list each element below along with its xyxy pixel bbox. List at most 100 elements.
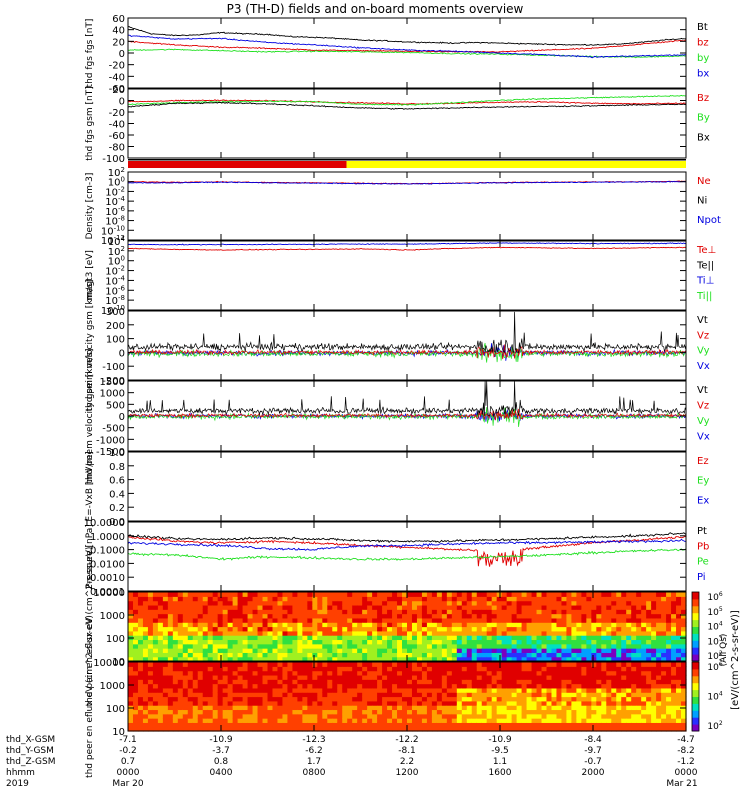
spectrogram-cell — [337, 609, 343, 615]
spectrogram-cell — [526, 718, 533, 723]
spectrogram-cell — [541, 600, 548, 606]
spectrogram-cell — [456, 596, 463, 602]
spectrogram-cell — [581, 600, 587, 606]
spectrogram-cell — [451, 648, 458, 653]
spectrogram-cell — [671, 643, 677, 649]
spectrogram-cell — [461, 709, 468, 715]
spectrogram-cell — [372, 718, 378, 723]
spectrogram-cell — [297, 670, 303, 676]
spectrogram-cell — [407, 696, 413, 702]
spectrogram-cell — [387, 613, 393, 619]
spectrogram-cell — [202, 722, 209, 728]
spectrogram-cell — [651, 652, 657, 658]
spectrogram-cell — [317, 696, 323, 702]
spectrogram-cell — [227, 666, 234, 672]
spectrogram-cell — [471, 630, 478, 636]
spectrogram-cell — [247, 635, 254, 641]
spectrogram-cell — [207, 643, 214, 649]
spectrogram-cell — [242, 626, 249, 632]
spectrogram-cell — [222, 722, 229, 728]
spectrogram-cell — [302, 622, 308, 628]
spectrogram-cell — [471, 626, 478, 632]
spectrogram-cell — [317, 639, 323, 645]
spectrogram-cell — [147, 713, 154, 719]
spectrogram-cell — [631, 679, 637, 685]
spectrogram-cell — [516, 722, 523, 728]
spectrogram-cell — [202, 726, 209, 732]
spectrogram-cell — [192, 662, 199, 667]
spectrogram-cell — [227, 692, 234, 698]
series-line-Vz — [127, 344, 687, 360]
spectrogram-cell — [571, 713, 577, 719]
spectrogram-cell — [192, 692, 199, 698]
spectrogram-cell — [501, 713, 508, 719]
spectrogram-cell — [132, 656, 139, 662]
spectrogram-cell — [252, 617, 259, 623]
spectrogram-cell — [566, 726, 573, 732]
spectrogram-cell — [566, 592, 573, 597]
spectrogram-cell — [451, 692, 458, 698]
spectrogram-cell — [377, 596, 383, 602]
spectrogram-cell — [227, 635, 234, 641]
legend-entry-Ti||: Ti|| — [696, 291, 712, 302]
spectrogram-cell — [681, 613, 687, 619]
y-tick-label: 10-10 — [101, 304, 125, 317]
spectrogram-cell — [671, 596, 677, 602]
ephem-z-5: -0.7 — [584, 757, 602, 767]
spectrogram-cell — [162, 600, 169, 606]
legend-entry-Vz: Vz — [697, 401, 709, 412]
spectrogram-cell — [516, 592, 523, 597]
spectrogram-cell — [456, 662, 463, 667]
spectrogram-cell — [456, 713, 463, 719]
spectrogram-cell — [586, 666, 592, 672]
spectrogram-cell — [576, 674, 582, 680]
spectrogram-cell — [157, 726, 164, 732]
spectrogram-cell — [352, 609, 358, 615]
spectrogram-cell — [546, 726, 553, 732]
spectrogram-cell — [531, 718, 538, 723]
spectrogram-cell — [192, 630, 199, 636]
spectrogram-cell — [466, 609, 473, 615]
spectrogram-cell — [282, 643, 289, 649]
spectrogram-cell — [446, 705, 453, 711]
spectrogram-cell — [137, 666, 144, 672]
spectrogram-cell — [546, 630, 553, 636]
spectrogram-cell — [222, 670, 229, 676]
spectrogram-cell — [327, 639, 333, 645]
spectrogram-cell — [347, 626, 353, 632]
spectrogram-cell — [377, 726, 383, 732]
spectrogram-cell — [421, 600, 428, 606]
spectrogram-cell — [162, 666, 169, 672]
spectrogram-cell — [551, 600, 558, 606]
spectrogram-cell — [217, 617, 224, 623]
spectrogram-cell — [521, 662, 528, 667]
spectrogram-cell — [526, 674, 533, 680]
spectrogram-cell — [436, 674, 443, 680]
spectrogram-cell — [556, 670, 563, 676]
spectrogram-cell — [536, 639, 543, 645]
spectrogram-cell — [596, 670, 602, 676]
spectrogram-cell — [307, 666, 313, 672]
spectrogram-cell — [247, 592, 254, 597]
spectrogram-cell — [172, 609, 179, 615]
spectrogram-cell — [631, 705, 637, 711]
spectrogram-cell — [202, 713, 209, 719]
spectrogram-cell — [182, 600, 189, 606]
spectrogram-cell — [666, 687, 672, 693]
spectrogram-cell — [162, 622, 169, 628]
spectrogram-cell — [451, 679, 458, 685]
spectrogram-cell — [342, 666, 348, 672]
spectrogram-cell — [147, 635, 154, 641]
spectrogram-cell — [247, 709, 254, 715]
spectrogram-cell — [262, 613, 269, 619]
spectrogram-cell — [656, 604, 662, 610]
spectrogram-cell — [411, 666, 418, 672]
spectrogram-cell — [546, 666, 553, 672]
spectrogram-cell — [292, 705, 298, 711]
spectrogram-cell — [561, 722, 568, 728]
spectrogram-cell — [302, 709, 308, 715]
spectrogram-cell — [441, 696, 448, 702]
spectrogram-cell — [357, 718, 363, 723]
spectrogram-cell — [501, 718, 508, 723]
spectrogram-cell — [322, 635, 328, 641]
